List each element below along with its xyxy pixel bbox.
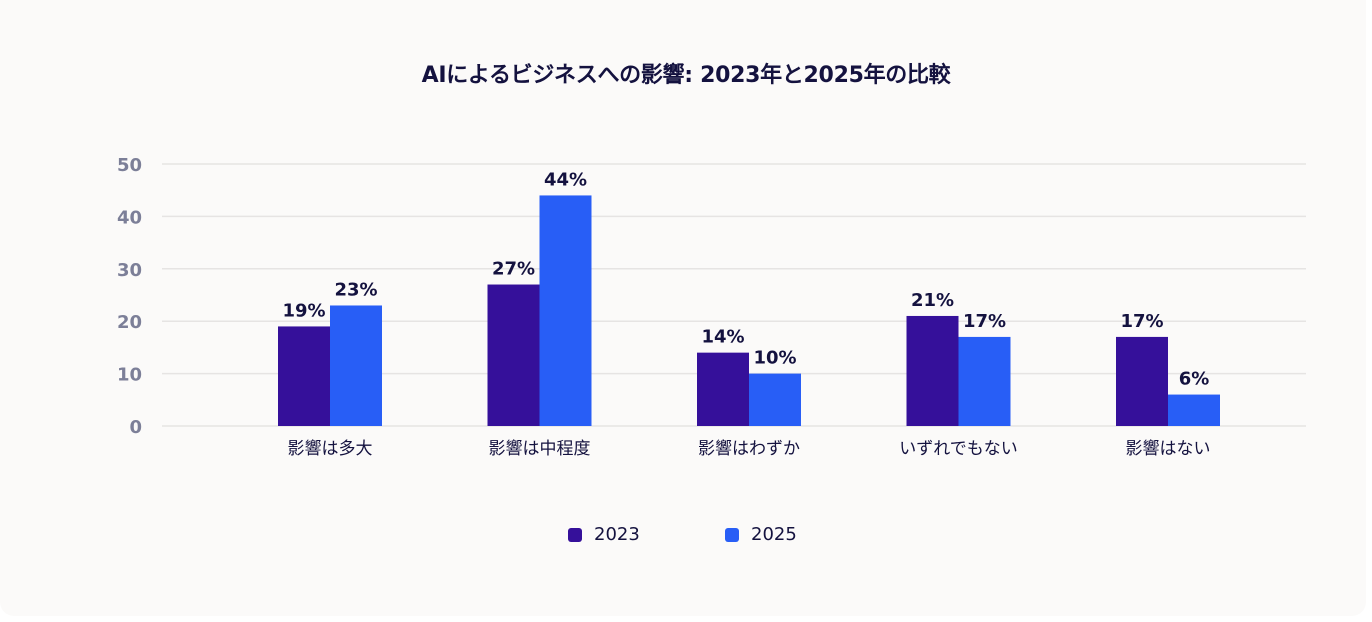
y-tick-label: 30 [117, 260, 142, 281]
legend-label: 2025 [751, 524, 797, 545]
bar-2023[interactable] [697, 352, 749, 426]
data-label: 17% [963, 311, 1006, 332]
data-label: 23% [334, 279, 377, 300]
bars [278, 195, 1220, 426]
bar-2025[interactable] [539, 195, 592, 426]
y-tick-label: 20 [117, 312, 142, 333]
data-label: 21% [911, 290, 954, 311]
y-axis-ticks: 0 10 20 30 40 50 [117, 155, 142, 438]
bar-2025[interactable] [958, 336, 1011, 426]
bar-2025[interactable] [749, 373, 801, 426]
data-label: 27% [492, 259, 535, 280]
data-label: 14% [701, 327, 744, 348]
y-tick-label: 40 [117, 207, 142, 228]
y-tick-label: 10 [117, 365, 142, 386]
chart-title: AIによるビジネスへの影響: 2023年と2025年の比較 [421, 63, 951, 88]
legend-swatch-2025 [725, 527, 739, 542]
y-tick-label: 0 [129, 417, 142, 438]
data-label: 44% [544, 169, 587, 190]
legend-item-2023[interactable]: 2023 [568, 524, 640, 545]
bar-2025[interactable] [330, 305, 382, 426]
data-label: 10% [753, 348, 796, 369]
x-tick-label: 影響はわずか [698, 439, 800, 459]
legend: 2023 2025 [0, 524, 1372, 550]
x-tick-label: 影響は多大 [288, 439, 373, 459]
data-label: 19% [282, 300, 325, 321]
bar-2025[interactable] [1168, 394, 1220, 426]
data-label: 6% [1179, 369, 1210, 390]
x-axis-ticks: 影響は多大 影響は中程度 影響はわずか いずれでもない 影響はない [288, 439, 1211, 459]
data-label: 17% [1120, 311, 1163, 332]
bar-2023[interactable] [1116, 336, 1168, 426]
data-labels: 19% 23% 27% 44% 14% 10% 21% 17% 17% 6% [282, 169, 1209, 389]
x-tick-label: 影響はない [1126, 439, 1211, 459]
legend-label: 2023 [594, 524, 640, 545]
x-tick-label: いずれでもない [899, 439, 1018, 459]
bar-2023[interactable] [906, 315, 959, 426]
legend-item-2025[interactable]: 2025 [725, 524, 797, 545]
bar-2023[interactable] [487, 284, 540, 426]
x-tick-label: 影響は中程度 [489, 439, 591, 459]
legend-swatch-2023 [568, 527, 582, 542]
y-tick-label: 50 [117, 155, 142, 176]
bar-2023[interactable] [278, 326, 330, 426]
